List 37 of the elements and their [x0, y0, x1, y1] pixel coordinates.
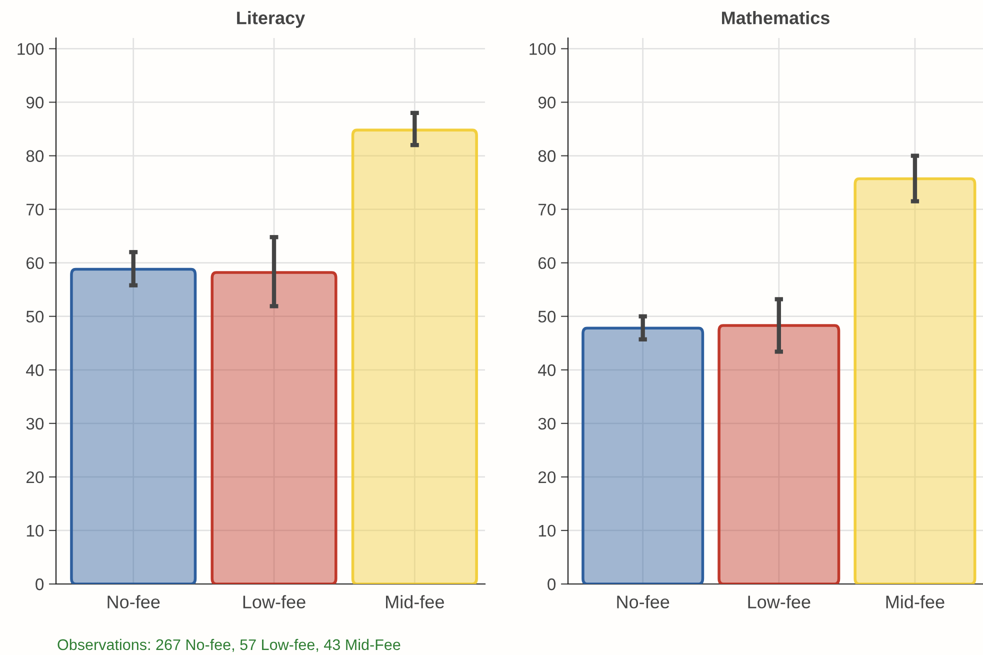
y-tick-label: 30 — [26, 418, 44, 430]
x-tick-label: Low-fee — [748, 595, 810, 608]
y-tick-label: 60 — [26, 257, 44, 270]
y-tick-label: 100 — [18, 43, 44, 55]
y-tick-label: 0 — [36, 578, 44, 590]
x-tick-label: No-fee — [617, 595, 670, 608]
chart-title: Literacy — [237, 11, 306, 28]
y-tick-label: 70 — [26, 204, 44, 216]
y-tick-label: 0 — [548, 578, 556, 590]
y-tick-label: 60 — [538, 257, 556, 270]
y-tick-label: 10 — [538, 524, 556, 537]
text: Observations: 267 No-fee, 57 Low-fee, 43 Mid-Fee — [58, 638, 400, 652]
x-tick-label: Low-fee — [243, 595, 306, 608]
bar — [718, 324, 840, 584]
x-tick-label: Mid-fee — [886, 595, 944, 608]
y-tick-label: 50 — [538, 310, 556, 323]
y-tick-label: 90 — [26, 96, 44, 108]
bar — [210, 271, 338, 584]
y-tick-label: 30 — [538, 418, 556, 430]
y-tick-label: 40 — [538, 364, 556, 376]
y-tick-label: 80 — [26, 150, 44, 162]
y-tick-label: 20 — [26, 471, 44, 484]
y-tick-label: 50 — [26, 310, 44, 323]
y-tick-label: 40 — [26, 364, 44, 376]
bar — [70, 268, 197, 584]
bar — [582, 326, 704, 584]
y-tick-label: 20 — [538, 471, 556, 484]
y-tick-label: 90 — [538, 96, 556, 108]
y-tick-label: 70 — [538, 204, 556, 216]
chart-title: Mathematics — [722, 11, 830, 24]
y-tick-label: 100 — [530, 43, 556, 55]
bar — [854, 177, 976, 584]
x-tick-label: Mid-fee — [386, 595, 444, 608]
x-tick-label: No-fee — [108, 595, 160, 608]
bar — [351, 128, 478, 584]
y-tick-label: 10 — [26, 524, 44, 537]
y-tick-label: 80 — [538, 150, 556, 162]
